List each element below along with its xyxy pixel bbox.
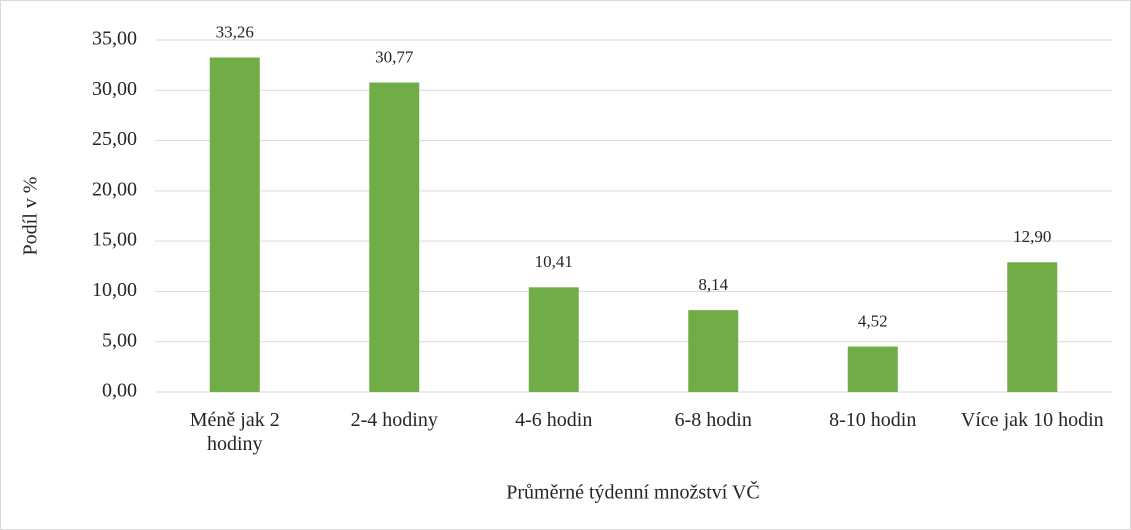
x-tick-label: 6-8 hodin: [674, 409, 752, 431]
y-tick-label: 0,00: [102, 380, 137, 402]
data-label: 12,90: [1013, 227, 1051, 246]
y-tick-label: 10,00: [92, 279, 137, 301]
x-tick-label: Více jak 10 hodin: [960, 409, 1104, 431]
bar: [369, 82, 420, 392]
data-label: 30,77: [375, 47, 414, 66]
y-tick-label: 30,00: [92, 78, 137, 100]
y-tick-label: 35,00: [92, 28, 137, 50]
bar: [528, 287, 579, 392]
y-axis-title: Podíl v %: [20, 177, 42, 256]
y-tick-label: 15,00: [92, 229, 137, 251]
x-tick-label: Méně jak 2 hodiny: [189, 409, 280, 455]
data-label: 8,14: [698, 275, 728, 294]
y-tick-label: 20,00: [92, 178, 137, 200]
data-label: 4,52: [858, 311, 888, 330]
data-label: 33,26: [216, 22, 254, 41]
bar: [847, 346, 898, 392]
y-tick-label: 5,00: [102, 329, 137, 351]
bar: [1007, 262, 1058, 392]
x-tick-label: 8-10 hodin: [829, 409, 917, 431]
bar: [688, 310, 739, 392]
x-axis-title: Průměrné týdenní množství VČ: [506, 480, 760, 504]
y-tick-label: 25,00: [92, 128, 137, 150]
bar: [209, 57, 260, 393]
x-tick-label: 2-4 hodiny: [350, 409, 438, 431]
data-label: 10,41: [535, 252, 573, 271]
x-tick-label: 4-6 hodin: [515, 409, 593, 431]
